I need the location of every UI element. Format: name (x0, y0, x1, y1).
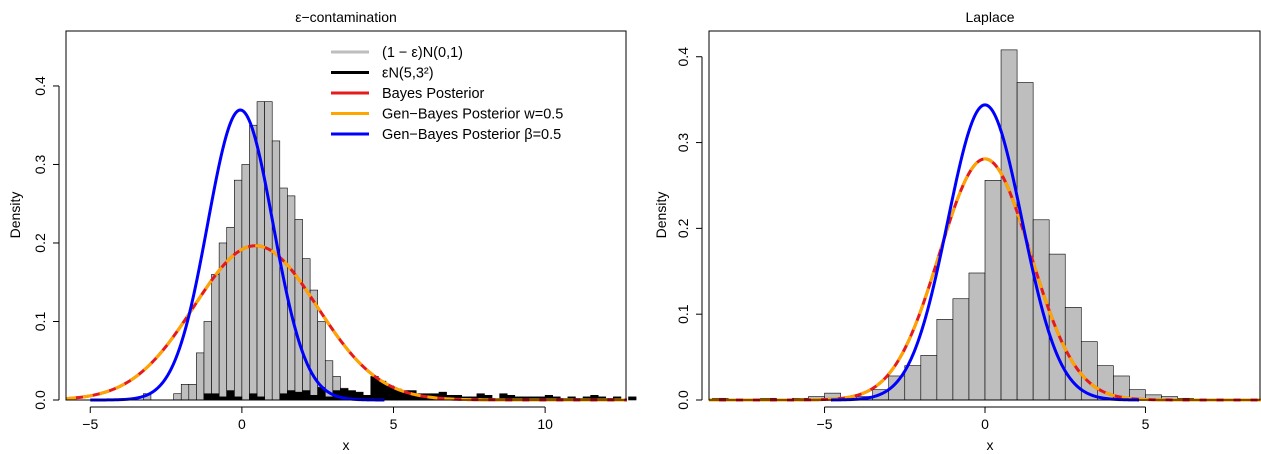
histogram-black-bar (287, 390, 296, 401)
histogram-grey (143, 101, 364, 401)
chart-panel-epsilon-contamination: ε−contamination x Density −5 0 5 10 0.0 0.1 0.… (7, 9, 637, 453)
y-tick-label: 0.3 (32, 155, 48, 175)
histogram-black-bar (249, 393, 258, 401)
x-axis-label: x (987, 437, 994, 453)
x-tick-label: 0 (238, 416, 246, 432)
series-line-gen-bayes-posterior-0-5 (89, 108, 385, 402)
x-axis-label: x (343, 437, 350, 453)
histogram-grey-bar (984, 180, 1002, 401)
histogram-grey-bar (180, 383, 190, 401)
histogram-grey-bar (1000, 49, 1018, 401)
histogram-black-bar (628, 396, 637, 401)
x-tick-label: −5 (817, 416, 833, 432)
x-tick-label: 5 (1142, 416, 1150, 432)
series-line-gen-bayes-posterior-w-0-5 (65, 244, 627, 402)
x-tick-label: 0 (981, 416, 989, 432)
histogram-grey (711, 49, 1194, 401)
chart-title: ε−contamination (295, 9, 397, 25)
histogram-grey-bar (952, 298, 970, 401)
y-tick-label: 0.4 (675, 47, 691, 67)
legend-label: Gen−Bayes Posterior w=0.5 (382, 107, 563, 123)
histogram-black-bar (279, 393, 288, 401)
histogram-grey-bar (904, 365, 922, 401)
y-tick-label: 0.1 (32, 312, 48, 332)
histogram-grey-bar (203, 321, 212, 401)
histogram-black-bar (211, 393, 220, 401)
chart-title: Laplace (965, 9, 1014, 25)
histogram-grey-bar (302, 258, 311, 401)
histogram-grey-bar (249, 124, 258, 401)
axes: −5 0 5 0.0 0.1 0.2 0.3 0.4 (675, 30, 1261, 432)
histogram-black-bar (294, 391, 303, 401)
x-tick-label: 5 (390, 416, 398, 432)
y-axis-label: Density (7, 192, 23, 239)
y-axis-label: Density (653, 192, 669, 239)
axes: −5 0 5 10 0.0 0.1 0.2 0.3 0.4 (32, 30, 627, 432)
series-line-bayes-posterior (65, 244, 627, 402)
y-tick-label: 0.0 (32, 390, 48, 410)
histogram-grey-bar (173, 393, 182, 401)
legend-label: Gen−Bayes Posterior β=0.5 (382, 127, 561, 143)
histogram-black-bar (370, 376, 379, 401)
histogram-grey-bar (211, 274, 220, 401)
legend: (1 − ε)N(0,1) εN(5,3²) Bayes Posterior Gen−… (331, 45, 563, 143)
x-tick-label: 10 (537, 416, 553, 432)
histogram-grey-bar (271, 140, 281, 401)
x-tick-label: −5 (82, 416, 98, 432)
histogram-grey-bar (936, 319, 954, 401)
histogram-black-bar (203, 393, 212, 401)
legend-label: εN(5,3²) (382, 66, 434, 82)
histogram-grey-bar (1048, 253, 1066, 401)
histogram-grey-bar (294, 219, 303, 401)
plot-frame (65, 30, 627, 401)
histogram-grey-bar (920, 355, 938, 401)
chart-panel-laplace: Laplace x Density −5 0 5 0.0 0.1 0.2 0.3 0.4 (653, 9, 1261, 453)
histogram-grey-bar (188, 383, 197, 401)
histogram-grey-bar (241, 164, 250, 401)
legend-label: (1 − ε)N(0,1) (382, 45, 463, 61)
y-tick-label: 0.3 (675, 133, 691, 153)
density-curves (65, 108, 627, 402)
y-tick-label: 0.2 (32, 233, 48, 253)
histogram-grey-bar (968, 272, 986, 401)
histogram-black-bar (226, 390, 235, 401)
histogram-grey-bar (196, 352, 205, 401)
y-tick-label: 0.1 (675, 304, 691, 324)
legend-label: Bayes Posterior (382, 86, 485, 102)
histogram-grey-bar (234, 179, 243, 401)
y-tick-label: 0.4 (32, 76, 48, 96)
histogram-black-bar (309, 394, 318, 401)
histogram-black-bar (302, 390, 311, 401)
y-tick-label: 0.0 (675, 390, 691, 410)
y-tick-label: 0.2 (675, 218, 691, 238)
histogram-grey-bar (226, 226, 235, 401)
plot-frame (708, 30, 1261, 401)
series-line-gen-bayes-posterior-0-5 (830, 103, 1140, 402)
